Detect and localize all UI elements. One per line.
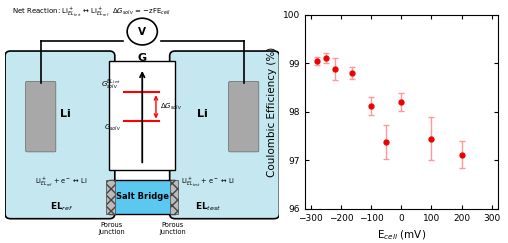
Text: $G_{solv}$: $G_{solv}$ <box>104 123 122 133</box>
FancyBboxPatch shape <box>109 61 175 170</box>
Text: EL$_{test}$: EL$_{test}$ <box>195 200 221 213</box>
FancyBboxPatch shape <box>109 180 175 214</box>
Text: Porous
Junction: Porous Junction <box>160 222 186 235</box>
FancyBboxPatch shape <box>170 180 178 214</box>
FancyBboxPatch shape <box>170 51 279 219</box>
Text: V: V <box>138 26 146 37</box>
Text: $\Delta G_{solv}$: $\Delta G_{solv}$ <box>160 102 182 112</box>
FancyBboxPatch shape <box>106 180 115 214</box>
FancyBboxPatch shape <box>5 51 115 219</box>
Text: Li: Li <box>60 109 71 119</box>
Text: G: G <box>138 53 147 63</box>
FancyBboxPatch shape <box>25 81 56 152</box>
Text: $G^{EL_{test}}_{solv}$: $G^{EL_{test}}_{solv}$ <box>101 78 122 91</box>
Circle shape <box>127 18 157 45</box>
Text: Salt Bridge: Salt Bridge <box>116 192 169 201</box>
Text: Porous
Junction: Porous Junction <box>98 222 125 235</box>
X-axis label: E$_{cell}$ (mV): E$_{cell}$ (mV) <box>377 228 426 242</box>
Text: EL$_{ref}$: EL$_{ref}$ <box>50 200 73 213</box>
FancyBboxPatch shape <box>229 81 259 152</box>
Text: Li$^+_{EL_{test}}$ + e$^-$ ↔ Li: Li$^+_{EL_{test}}$ + e$^-$ ↔ Li <box>181 176 235 189</box>
Text: Li$^+_{EL_{ref}}$ + e$^-$ ↔ Li: Li$^+_{EL_{ref}}$ + e$^-$ ↔ Li <box>35 176 87 189</box>
Text: Net Reaction: Li$^+_{EL_{test}}$ ↔ Li$^+_{EL_{ref}}$  $\Delta G_{solv}$ = $-$zFE: Net Reaction: Li$^+_{EL_{test}}$ ↔ Li$^+… <box>12 6 171 19</box>
Y-axis label: Coulombic Efficiency (%): Coulombic Efficiency (%) <box>267 47 277 177</box>
Text: Li: Li <box>197 109 208 119</box>
